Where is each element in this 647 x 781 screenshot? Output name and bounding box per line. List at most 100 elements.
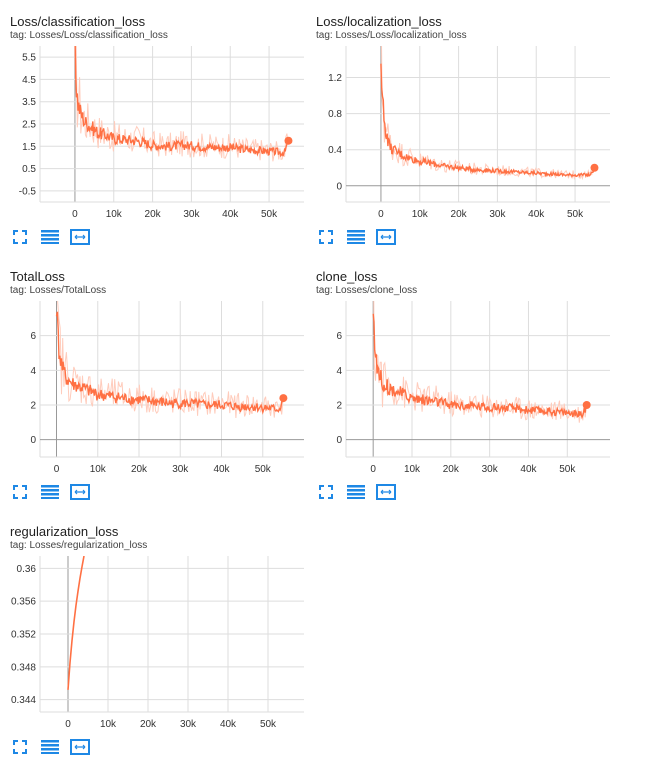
x-tick-label: 20k [443,464,460,475]
x-tick-label: 20k [145,209,162,220]
y-tick-label: 6 [336,331,342,342]
fit-screen-icon[interactable] [316,483,336,501]
y-tick-label: 6 [30,331,36,342]
y-tick-label: 1.2 [328,73,342,84]
x-tick-label: 30k [183,209,200,220]
x-tick-label: 40k [520,464,537,475]
chart-tag: tag: Losses/Loss/classification_loss [10,30,168,41]
chart-plot[interactable]: 0 10k 20k 30k 40k 50k -0.5 0.5 1.5 2.5 3.5 4.5 5.5 [10,44,308,224]
y-tick-label: 0.4 [328,145,342,156]
data-table-icon[interactable] [40,483,60,501]
chart-toolbar [10,483,90,501]
fit-screen-icon[interactable] [316,228,336,246]
fit-screen-icon[interactable] [10,738,30,756]
chart-plot[interactable]: 0 10k 20k 30k 40k 50k 0 2 4 6 [10,299,308,479]
data-table-icon[interactable] [346,483,366,501]
x-tick-label: 0 [54,464,60,475]
chart-title: TotalLoss [10,269,65,284]
x-tick-label: 10k [90,464,107,475]
x-tick-label: 10k [106,209,123,220]
chart-tag: tag: Losses/TotalLoss [10,285,107,296]
chart-toolbar [316,228,396,246]
y-tick-label: 2.5 [22,120,36,131]
fit-domain-icon[interactable] [70,738,90,756]
chart-plot[interactable]: 0 10k 20k 30k 40k 50k 0.344 0.348 0.352 0.356 0.36 [10,554,308,734]
chart-toolbar [10,738,90,756]
fit-screen-icon[interactable] [10,483,30,501]
x-tick-label: 50k [260,719,277,730]
y-tick-label: 1.5 [22,142,36,153]
x-tick-label: 0 [370,464,376,475]
x-tick-label: 10k [412,209,429,220]
last-point-marker[interactable] [284,136,293,145]
y-tick-label: 5.5 [22,53,36,64]
y-tick-label: 4.5 [22,75,36,86]
raw-series-line [373,301,587,423]
y-tick-label: 0 [336,181,342,192]
series-line [67,556,85,690]
x-tick-label: 10k [404,464,421,475]
smoothed-series-line [372,313,588,420]
x-tick-label: 50k [567,209,584,220]
last-point-marker[interactable] [590,163,599,172]
x-tick-label: 50k [261,209,278,220]
chart-title: Loss/localization_loss [316,14,442,29]
x-tick-label: 20k [131,464,148,475]
y-tick-label: 0 [30,435,36,446]
x-tick-label: 30k [489,209,506,220]
y-tick-label: 0.348 [11,662,36,673]
x-tick-label: 40k [213,464,230,475]
chart-tag: tag: Losses/regularization_loss [10,540,148,551]
raw-series-line [57,301,284,419]
y-tick-label: 4 [30,366,36,377]
x-tick-label: 10k [100,719,117,730]
y-tick-label: 2 [30,401,36,412]
last-point-marker[interactable] [279,394,288,403]
raw-series-line [381,46,595,181]
x-tick-label: 30k [482,464,499,475]
data-table-icon[interactable] [346,228,366,246]
y-tick-label: 3.5 [22,97,36,108]
y-tick-label: 0.352 [11,630,36,641]
fit-domain-icon[interactable] [70,228,90,246]
x-tick-label: 50k [255,464,272,475]
y-tick-label: 4 [336,366,342,377]
smoothed-series-line [74,46,290,158]
x-tick-label: 0 [378,209,384,220]
chart-title: regularization_loss [10,524,119,539]
y-tick-label: 0.36 [17,564,37,575]
x-tick-label: 40k [528,209,545,220]
x-tick-label: 50k [559,464,576,475]
fit-screen-icon[interactable] [10,228,30,246]
y-tick-label: 0.8 [328,109,342,120]
chart-toolbar [316,483,396,501]
y-tick-label: 0.5 [22,164,36,175]
chart-toolbar [10,228,90,246]
x-tick-label: 30k [180,719,197,730]
x-tick-label: 40k [222,209,239,220]
fit-domain-icon[interactable] [70,483,90,501]
x-tick-label: 20k [140,719,157,730]
fit-domain-icon[interactable] [376,483,396,501]
x-tick-label: 30k [172,464,189,475]
smoothed-series-line [55,311,285,415]
chart-title: clone_loss [316,269,378,284]
fit-domain-icon[interactable] [376,228,396,246]
chart-plot[interactable]: 0 10k 20k 30k 40k 50k 0 2 4 6 [316,299,614,479]
y-tick-label: 0.344 [11,695,36,706]
data-table-icon[interactable] [40,228,60,246]
chart-tag: tag: Losses/clone_loss [316,285,418,296]
y-tick-label: 2 [336,401,342,412]
chart-title: Loss/classification_loss [10,14,146,29]
x-tick-label: 20k [451,209,468,220]
smoothed-series-line [380,63,596,179]
chart-plot[interactable]: 0 10k 20k 30k 40k 50k 0 0.4 0.8 1.2 [316,44,614,224]
x-tick-label: 40k [220,719,237,730]
data-table-icon[interactable] [40,738,60,756]
last-point-marker[interactable] [582,401,591,409]
y-tick-label: 0.356 [11,597,36,608]
x-tick-label: 0 [72,209,78,220]
chart-tag: tag: Losses/Loss/localization_loss [316,30,467,41]
x-tick-label: 0 [65,719,71,730]
y-tick-label: 0 [336,435,342,446]
